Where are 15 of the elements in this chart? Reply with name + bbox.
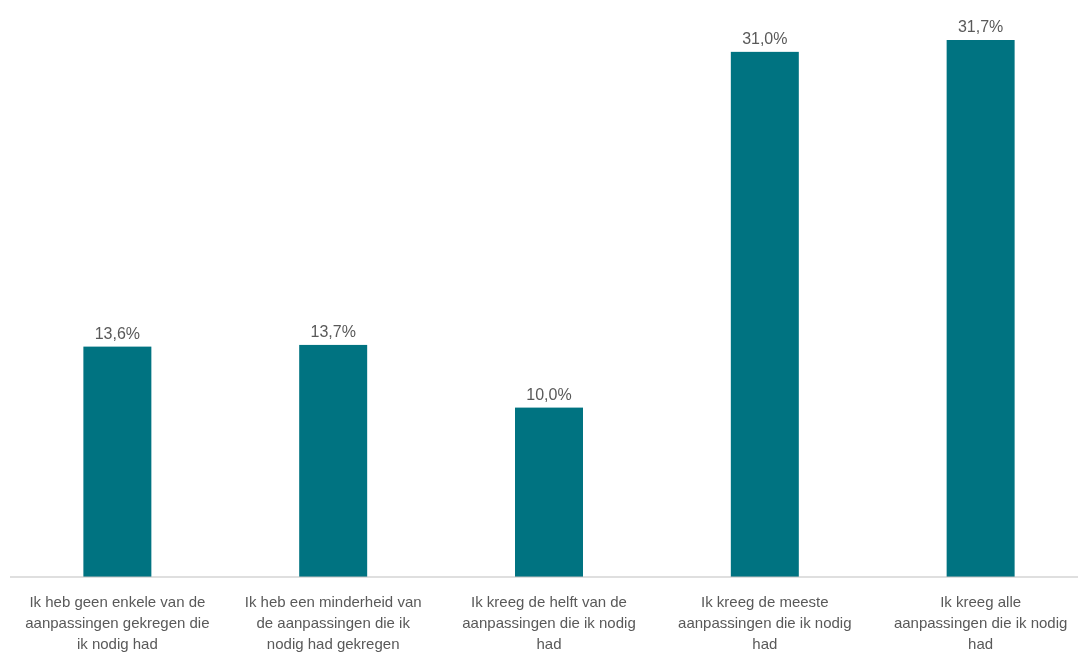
x-tick-label: Ik heb geen enkele van de aanpassingen gekregen die ik nodig had [25,593,210,652]
bar [946,40,1015,577]
x-tick-label: Ik kreeg de helft van de aanpassingen die ik nodig had [462,593,636,652]
data-label: 31,7% [957,18,1004,35]
x-tick-label: Ik heb een minderheid van de aanpassingen die ik nodig had gekregen [244,593,422,652]
x-tick-label: Ik kreeg de meeste aanpassingen die ik nodig had [678,593,852,652]
x-tick-label: Ik kreeg alle aanpassingen die ik nodig had [893,593,1068,652]
data-label: 13,6% [94,324,141,342]
data-label: 10,0% [526,385,572,403]
bar [299,344,368,577]
data-label: 13,7% [310,322,356,340]
data-label: 31,0% [742,29,788,47]
bar [515,407,583,577]
bar [83,346,152,577]
bar [730,51,799,577]
